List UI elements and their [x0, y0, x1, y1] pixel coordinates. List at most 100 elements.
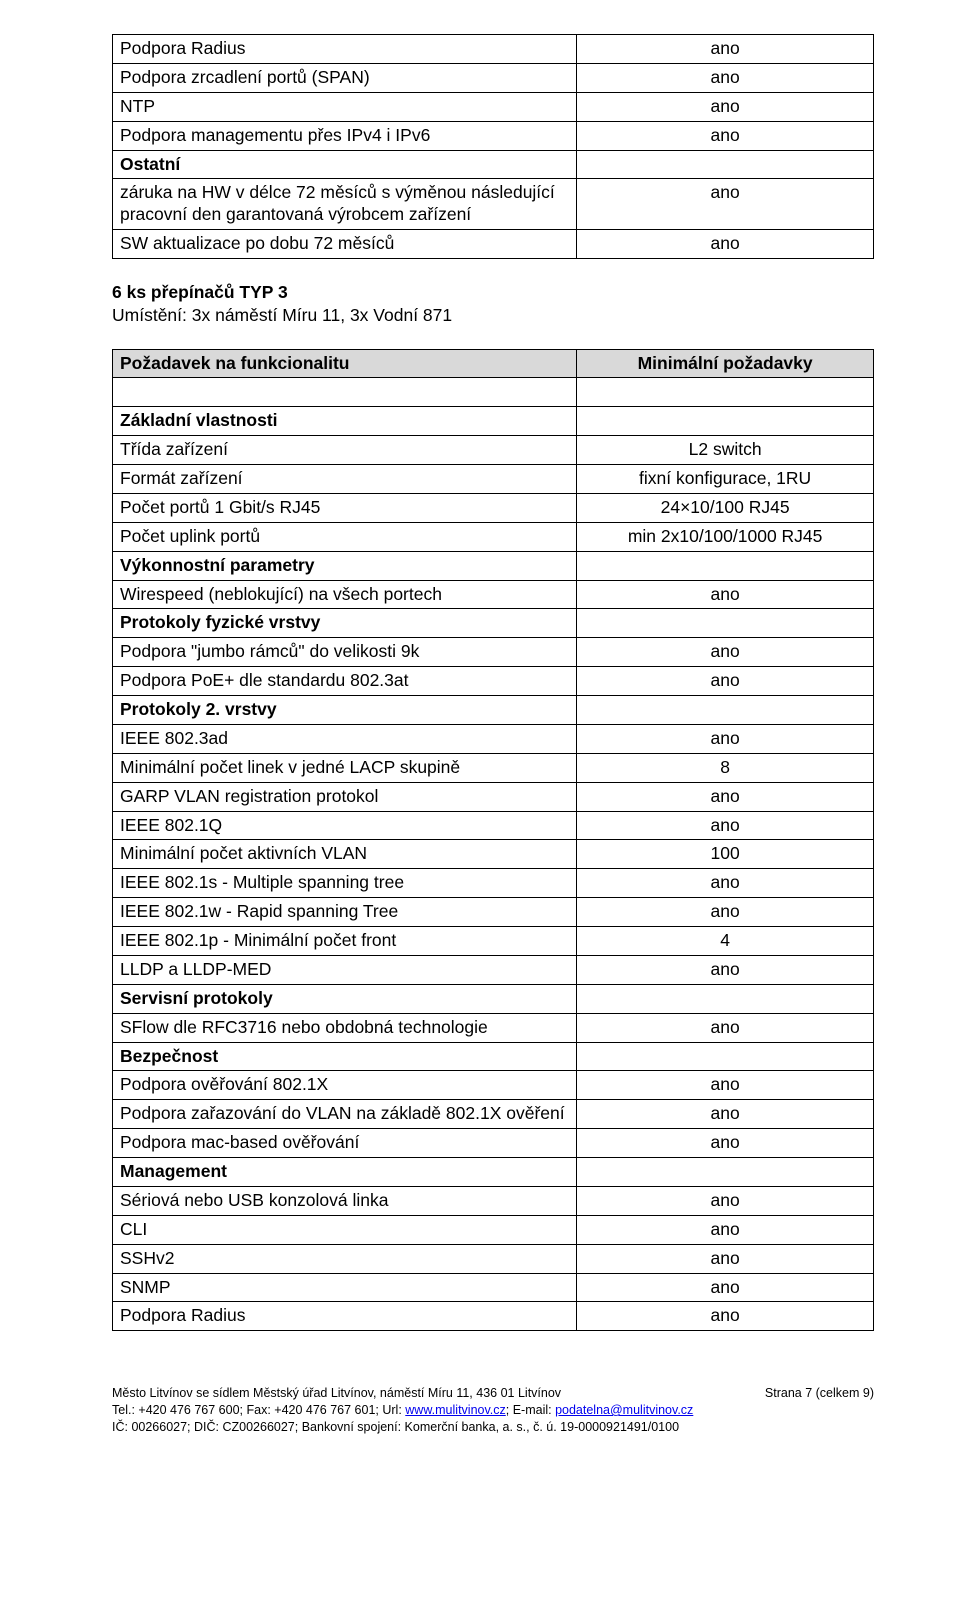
- row-value: [577, 1042, 874, 1071]
- row-value: 24×10/100 RJ45: [577, 493, 874, 522]
- row-value: ano: [577, 1186, 874, 1215]
- table-row: Wirespeed (neblokující) na všech portech…: [113, 580, 874, 609]
- row-value: ano: [577, 1302, 874, 1331]
- row-label: [113, 378, 577, 407]
- section-label: Protokoly 2. vrstvy: [113, 696, 577, 725]
- row-label: Formát zařízení: [113, 465, 577, 494]
- footer-email-link[interactable]: podatelna@mulitvinov.cz: [555, 1403, 693, 1417]
- table-row: Podpora mac-based ověřováníano: [113, 1129, 874, 1158]
- section-intro-subtitle: Umístění: 3x náměstí Míru 11, 3x Vodní 8…: [112, 304, 874, 327]
- row-value: [577, 551, 874, 580]
- table-row: SW aktualizace po dobu 72 měsícůano: [113, 230, 874, 259]
- row-label: Podpora PoE+ dle standardu 802.3at: [113, 667, 577, 696]
- row-value: ano: [577, 1215, 874, 1244]
- table-row: CLIano: [113, 1215, 874, 1244]
- row-value: fixní konfigurace, 1RU: [577, 465, 874, 494]
- row-value: 4: [577, 927, 874, 956]
- row-value: [577, 1158, 874, 1187]
- row-value: ano: [577, 724, 874, 753]
- section-intro: 6 ks přepínačů TYP 3 Umístění: 3x náměst…: [112, 281, 874, 327]
- row-label: SNMP: [113, 1273, 577, 1302]
- row-value: ano: [577, 121, 874, 150]
- row-label: GARP VLAN registration protokol: [113, 782, 577, 811]
- row-value: ano: [577, 955, 874, 984]
- table-top: Podpora RadiusanoPodpora zrcadlení portů…: [112, 34, 874, 259]
- table-row: Počet uplink portůmin 2x10/100/1000 RJ45: [113, 522, 874, 551]
- table-row: SFlow dle RFC3716 nebo obdobná technolog…: [113, 1013, 874, 1042]
- row-label: Podpora zrcadlení portů (SPAN): [113, 63, 577, 92]
- row-value: [577, 378, 874, 407]
- row-value: ano: [577, 35, 874, 64]
- section-label: Ostatní: [113, 150, 577, 179]
- row-value: ano: [577, 638, 874, 667]
- table-row: IEEE 802.1Qano: [113, 811, 874, 840]
- footer-line1: Město Litvínov se sídlem Městský úřad Li…: [112, 1386, 561, 1400]
- table-row: IEEE 802.1w - Rapid spanning Treeano: [113, 898, 874, 927]
- table-row: Ostatní: [113, 150, 874, 179]
- row-label: Počet portů 1 Gbit/s RJ45: [113, 493, 577, 522]
- row-label: Podpora zařazování do VLAN na základě 80…: [113, 1100, 577, 1129]
- table-header-value: Minimální požadavky: [577, 349, 874, 378]
- table-row: Protokoly 2. vrstvy: [113, 696, 874, 725]
- row-label: Počet uplink portů: [113, 522, 577, 551]
- row-value: L2 switch: [577, 436, 874, 465]
- section-label: Výkonnostní parametry: [113, 551, 577, 580]
- section-label: Bezpečnost: [113, 1042, 577, 1071]
- row-label: Minimální počet linek v jedné LACP skupi…: [113, 753, 577, 782]
- table-row: Podpora Radiusano: [113, 35, 874, 64]
- row-value: ano: [577, 1129, 874, 1158]
- row-value: ano: [577, 898, 874, 927]
- table-row: Podpora Radiusano: [113, 1302, 874, 1331]
- table-row: SSHv2ano: [113, 1244, 874, 1273]
- table-row: GARP VLAN registration protokolano: [113, 782, 874, 811]
- row-value: ano: [577, 782, 874, 811]
- table-row: Minimální počet linek v jedné LACP skupi…: [113, 753, 874, 782]
- row-label: Minimální počet aktivních VLAN: [113, 840, 577, 869]
- row-label: SW aktualizace po dobu 72 měsíců: [113, 230, 577, 259]
- table-row: Podpora PoE+ dle standardu 802.3atano: [113, 667, 874, 696]
- row-label: SFlow dle RFC3716 nebo obdobná technolog…: [113, 1013, 577, 1042]
- row-label: NTP: [113, 92, 577, 121]
- table-row: IEEE 802.1s - Multiple spanning treeano: [113, 869, 874, 898]
- section-label: Základní vlastnosti: [113, 407, 577, 436]
- row-label: Sériová nebo USB konzolová linka: [113, 1186, 577, 1215]
- row-label: záruka na HW v délce 72 měsíců s výměnou…: [113, 179, 577, 230]
- row-value: 100: [577, 840, 874, 869]
- row-label: SSHv2: [113, 1244, 577, 1273]
- row-label: Wirespeed (neblokující) na všech portech: [113, 580, 577, 609]
- row-label: CLI: [113, 1215, 577, 1244]
- row-label: IEEE 802.1w - Rapid spanning Tree: [113, 898, 577, 927]
- table-row: záruka na HW v délce 72 měsíců s výměnou…: [113, 179, 874, 230]
- row-label: Podpora Radius: [113, 1302, 577, 1331]
- row-value: ano: [577, 811, 874, 840]
- table-row: NTPano: [113, 92, 874, 121]
- footer-url-link[interactable]: www.mulitvinov.cz: [405, 1403, 505, 1417]
- row-label: Podpora "jumbo rámců" do velikosti 9k: [113, 638, 577, 667]
- table-row: Výkonnostní parametry: [113, 551, 874, 580]
- row-value: ano: [577, 1244, 874, 1273]
- table-row: IEEE 802.1p - Minimální počet front4: [113, 927, 874, 956]
- table-row: Sériová nebo USB konzolová linkaano: [113, 1186, 874, 1215]
- row-value: ano: [577, 1071, 874, 1100]
- row-label: Podpora mac-based ověřování: [113, 1129, 577, 1158]
- section-label: Management: [113, 1158, 577, 1187]
- row-value: ano: [577, 230, 874, 259]
- table-row: Podpora ověřování 802.1Xano: [113, 1071, 874, 1100]
- footer-text: Město Litvínov se sídlem Městský úřad Li…: [112, 1385, 745, 1436]
- table-row: Minimální počet aktivních VLAN100: [113, 840, 874, 869]
- row-value: ano: [577, 63, 874, 92]
- footer-line2-pre: Tel.: +420 476 767 600; Fax: +420 476 76…: [112, 1403, 405, 1417]
- section-label: Servisní protokoly: [113, 984, 577, 1013]
- table-row: Bezpečnost: [113, 1042, 874, 1071]
- table-row: Podpora zařazování do VLAN na základě 80…: [113, 1100, 874, 1129]
- row-label: IEEE 802.1Q: [113, 811, 577, 840]
- row-label: IEEE 802.1p - Minimální počet front: [113, 927, 577, 956]
- table-row: IEEE 802.3adano: [113, 724, 874, 753]
- row-value: ano: [577, 179, 874, 230]
- row-value: ano: [577, 92, 874, 121]
- row-value: [577, 696, 874, 725]
- row-label: IEEE 802.3ad: [113, 724, 577, 753]
- row-label: Podpora Radius: [113, 35, 577, 64]
- row-value: [577, 984, 874, 1013]
- row-value: ano: [577, 580, 874, 609]
